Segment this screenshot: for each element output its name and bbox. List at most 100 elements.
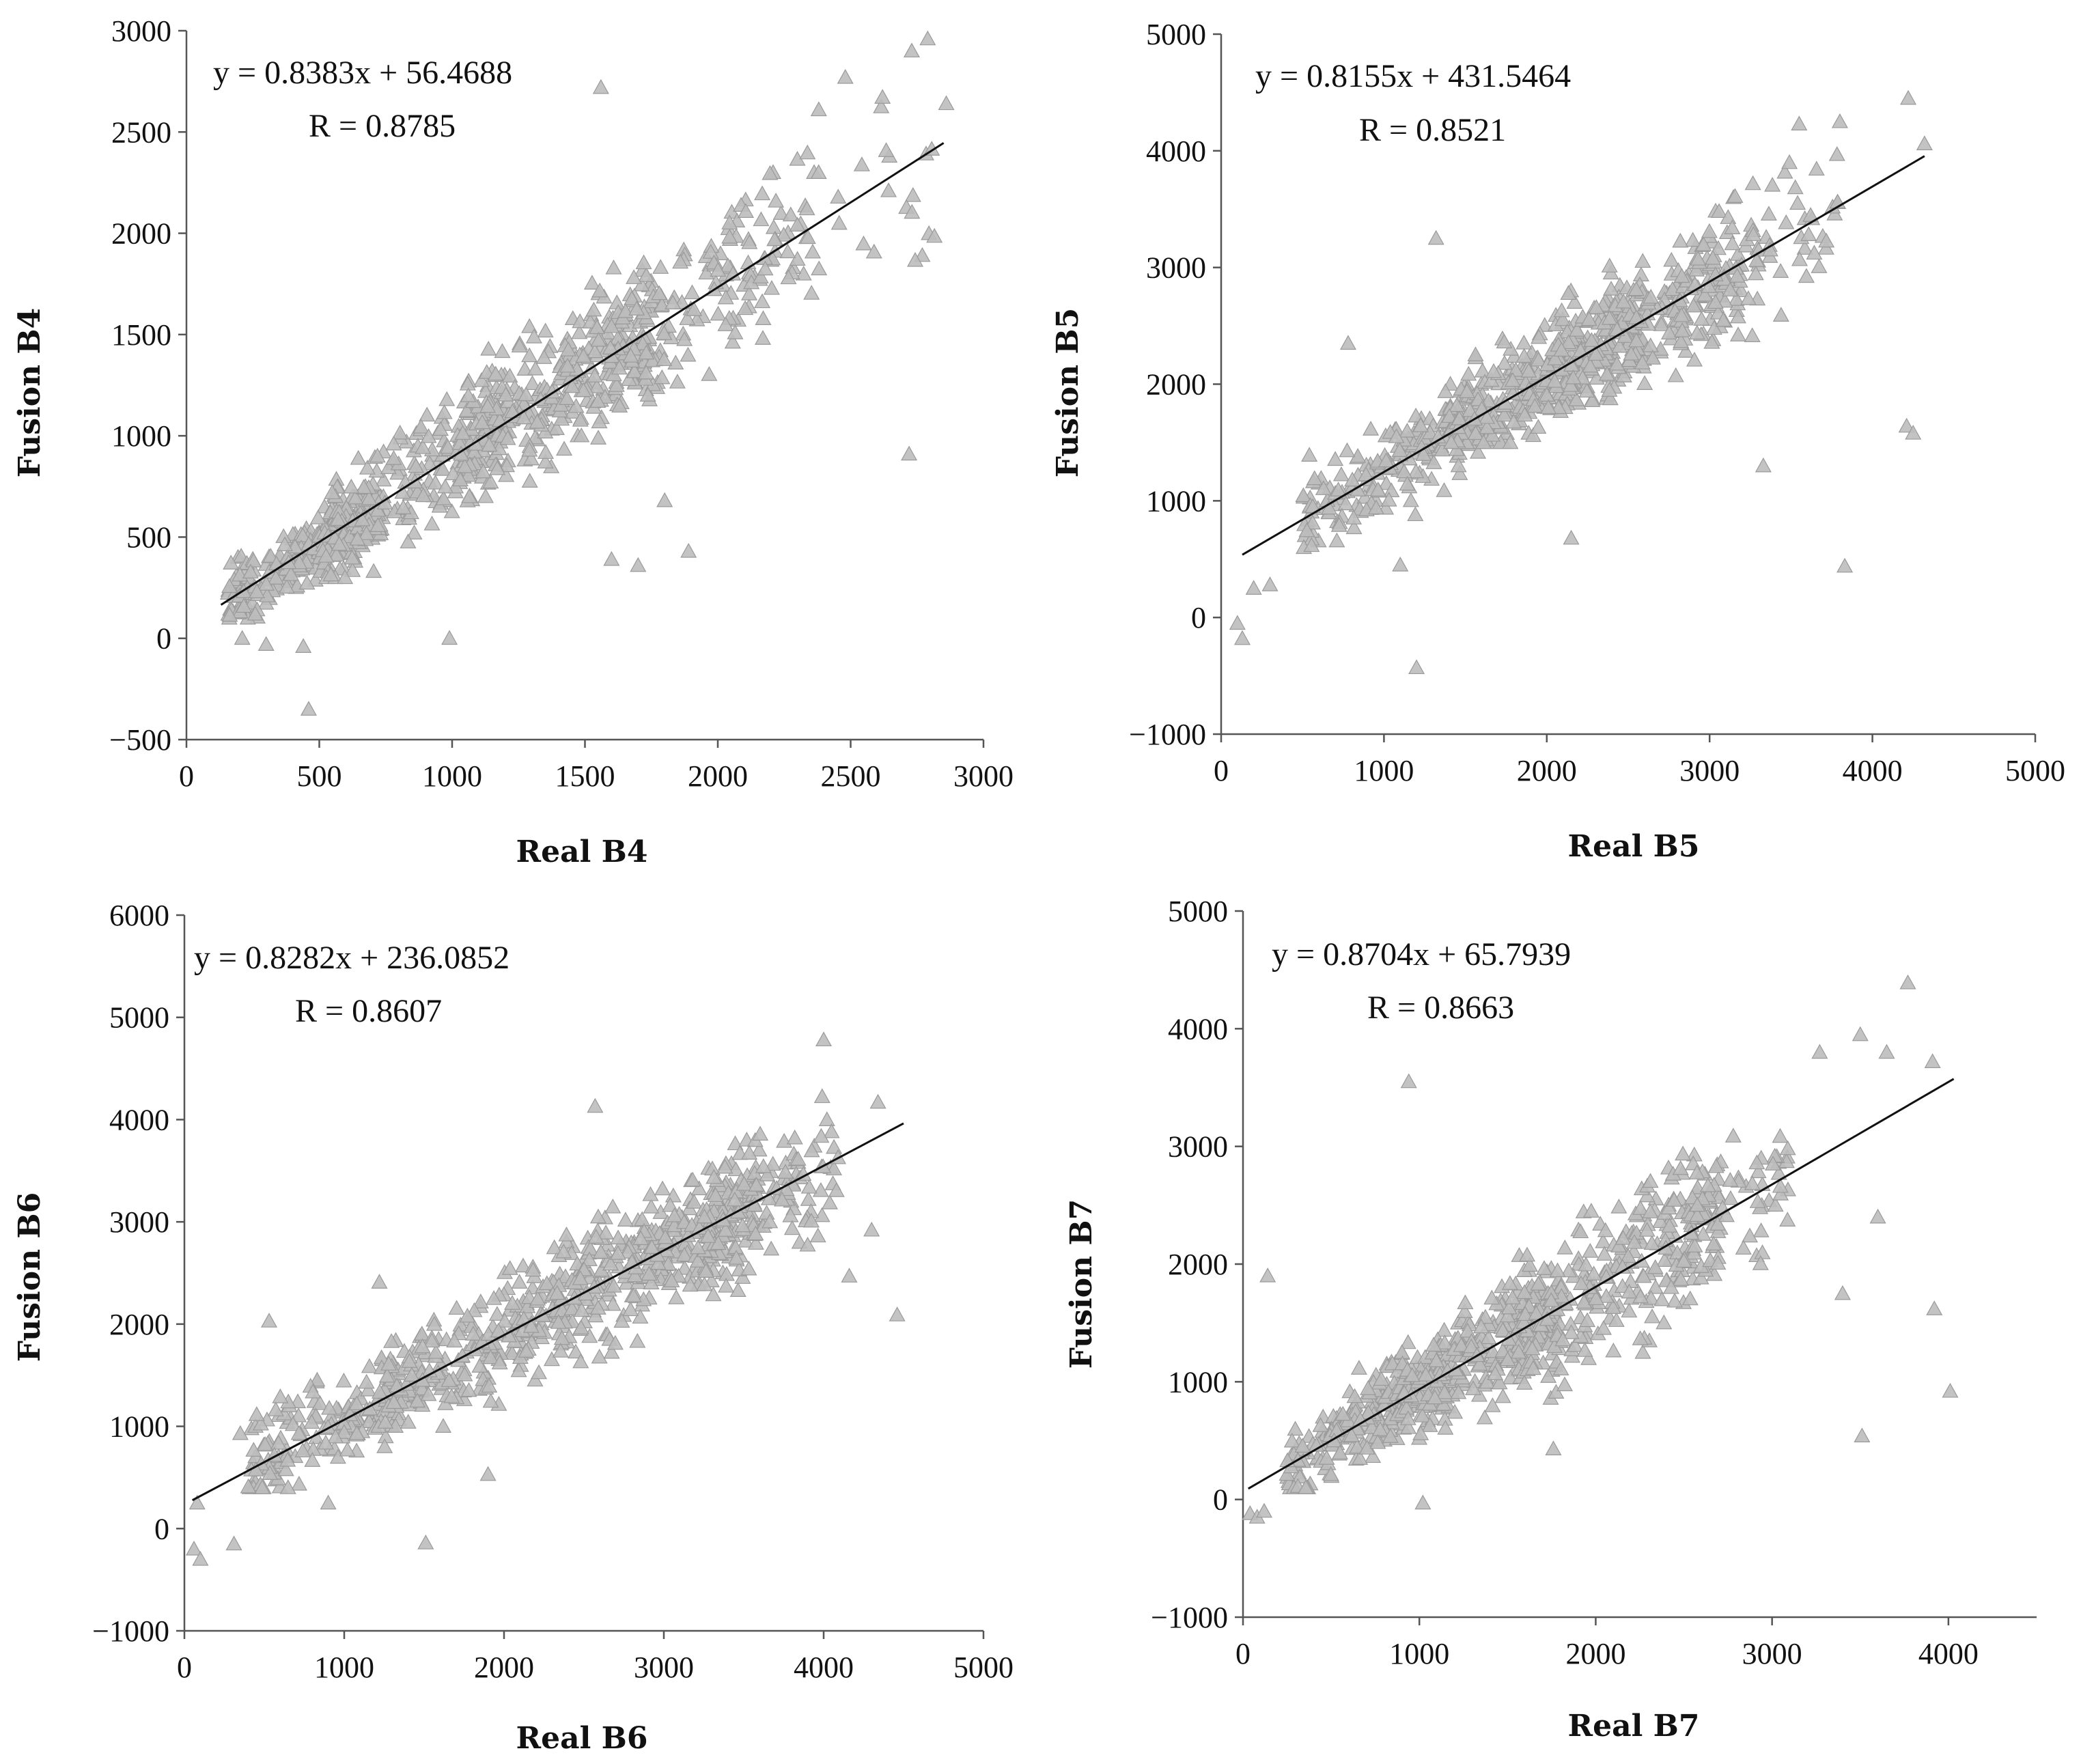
panel-b4-data-point — [480, 340, 497, 356]
panel-b5-data-point — [1781, 154, 1798, 169]
panel-b7-data-point — [1494, 1321, 1511, 1337]
panel-b7-regression-line — [1247, 1078, 1955, 1490]
panel-b5-data-point — [1796, 240, 1813, 255]
panel-b4-data-point — [245, 552, 262, 568]
panel-b5-data-point — [1673, 268, 1690, 283]
panel-b5-data-point — [1399, 422, 1416, 438]
panel-b6-y-axis-title: Fusion B6 — [12, 1192, 47, 1362]
panel-b6-data-point — [398, 1375, 415, 1391]
panel-b6-data-point — [248, 1406, 265, 1421]
panel-b6-data-point — [697, 1263, 714, 1278]
panel-b6-data-point — [380, 1356, 397, 1371]
panel-b4-data-point — [525, 328, 542, 344]
panel-b4-data-point — [419, 406, 436, 422]
panel-b6-data-point — [425, 1316, 443, 1331]
panel-b4-data-point — [415, 487, 432, 503]
panel-b5-y-tick-label: 1000 — [1146, 484, 1206, 518]
panel-b7-data-point — [1772, 1186, 1789, 1201]
panel-b5-data-point — [1337, 495, 1354, 511]
panel-b7-data-point — [1652, 1213, 1669, 1229]
panel-b4-data-point — [665, 294, 682, 309]
panel-b6-data-point — [617, 1212, 634, 1227]
panel-b4-data-point — [309, 509, 326, 524]
panel-b4-data-point — [620, 371, 637, 387]
panel-b7-data-point — [1369, 1433, 1386, 1449]
panel-b6-x-tick-label: 1000 — [314, 1651, 374, 1684]
panel-b5-data-point — [1566, 294, 1583, 309]
panel-b4-x-tick-label: 1000 — [422, 759, 482, 793]
panel-b5-data-point — [1531, 328, 1548, 344]
panel-b4-data-point — [938, 95, 955, 111]
panel-b5-data-point — [1560, 334, 1577, 350]
panel-b5-data-point — [1685, 297, 1702, 313]
panel-b4-data-point — [669, 374, 686, 389]
panel-b6-data-point — [361, 1358, 378, 1373]
panel-b4-data-point — [365, 563, 382, 578]
panel-b4-data-point — [432, 421, 449, 436]
panel-b6-data-point — [740, 1260, 757, 1276]
panel-b7-data-point — [1294, 1438, 1311, 1453]
panel-b5-data-point — [1479, 409, 1496, 424]
panel-b7-data-point — [1752, 1222, 1770, 1237]
panel-b4-data-point — [537, 322, 554, 338]
panel-b6-data-point — [762, 1213, 779, 1229]
panel-b4-data-point — [482, 473, 499, 489]
panel-b5-data-point — [1628, 281, 1645, 296]
panel-b5-data-point — [1391, 442, 1408, 458]
panel-b5-data-point — [1345, 519, 1363, 535]
panel-b4-data-point — [592, 79, 609, 94]
panel-b5-data-point — [1695, 236, 1712, 251]
panel-b4-data-point — [804, 243, 821, 259]
panel-b6-data-point — [759, 1166, 776, 1181]
panel-b7-data-point — [1615, 1230, 1632, 1245]
panel-b4-data-point — [423, 516, 441, 531]
panel-b4-data-point — [295, 638, 312, 653]
panel-b5-data-point — [1485, 363, 1503, 378]
panel-b7-data-point — [1582, 1203, 1600, 1218]
panel-b6-data-point — [591, 1348, 608, 1364]
panel-b5-data-point — [1496, 354, 1513, 370]
panel-b6-y-tick-label: 6000 — [109, 899, 169, 932]
panel-b7-data-point — [1681, 1290, 1699, 1306]
panel-b6-data-point — [696, 1276, 713, 1291]
panel-b5-data-point — [1395, 463, 1412, 479]
panel-b7-data-point — [1346, 1388, 1363, 1403]
panel-b6-data-point — [747, 1225, 764, 1241]
panel-b4-data-point — [522, 450, 540, 466]
panel-b5-data-point — [1245, 580, 1262, 595]
panel-b4-data-point — [294, 527, 311, 542]
panel-b6-data-point — [643, 1274, 660, 1289]
panel-b4-data-point — [242, 563, 259, 578]
panel-b6-data-point — [634, 1211, 651, 1227]
panel-b5-data-point — [1772, 307, 1789, 322]
panel-b6-data-point — [747, 1235, 764, 1250]
panel-b6-data-point — [348, 1395, 365, 1411]
panel-b6-data-point — [360, 1381, 377, 1397]
panel-b4-data-point — [359, 460, 376, 475]
panel-b4-data-point — [324, 484, 341, 499]
panel-b5-data-point — [1716, 292, 1733, 308]
panel-b5-data-point — [1660, 324, 1678, 340]
panel-b6-x-tick-label: 0 — [177, 1651, 192, 1684]
panel-b6-data-point — [802, 1212, 820, 1228]
panel-b5-data-point — [1715, 311, 1732, 327]
panel-b5-data-point — [1467, 346, 1484, 361]
panel-b6-data-point — [662, 1196, 679, 1212]
panel-b6-data-point — [459, 1307, 476, 1323]
panel-b4-data-point — [782, 206, 799, 222]
panel-b5-data-point — [1608, 355, 1625, 371]
panel-b5-data-point — [1720, 209, 1737, 224]
panel-b4-data-point — [516, 361, 533, 376]
panel-b6-data-point — [686, 1194, 703, 1209]
panel-b4-data-point — [853, 156, 870, 171]
panel-b5-data-point — [1729, 246, 1746, 261]
panel-b5-data-point — [1709, 240, 1727, 255]
panel-b6-data-point — [553, 1330, 570, 1345]
panel-b6-data-point — [572, 1353, 589, 1369]
panel-b5-data-point — [1584, 392, 1601, 407]
panel-b5-regression-line — [1242, 155, 1925, 556]
panel-b4-data-point — [572, 411, 589, 427]
panel-b7-data-point — [1521, 1257, 1538, 1272]
panel-b7-data-point — [1463, 1338, 1480, 1354]
panel-b6-data-point — [592, 1244, 609, 1259]
